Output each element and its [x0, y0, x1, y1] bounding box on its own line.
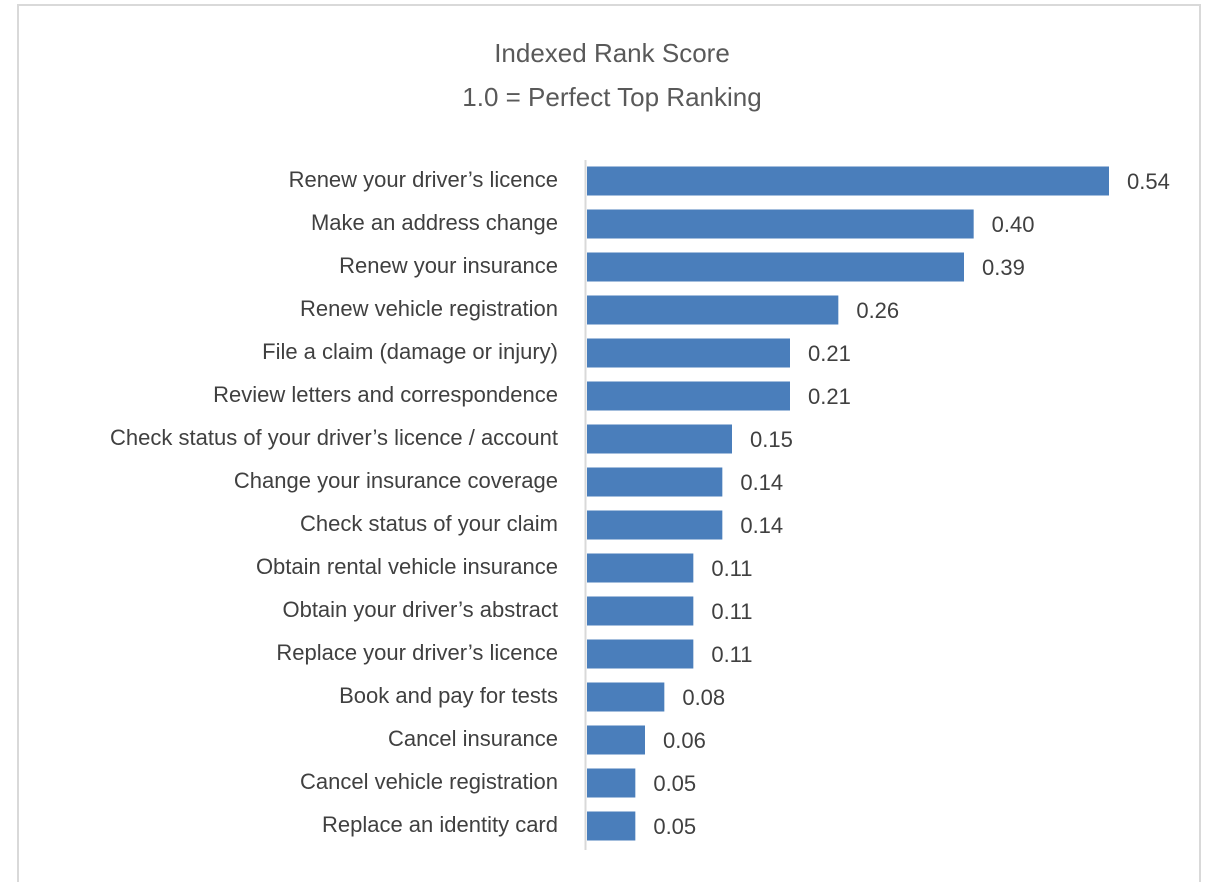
category-label: Renew your driver’s licence — [289, 167, 558, 192]
bar — [587, 209, 974, 239]
category-label: Renew vehicle registration — [300, 296, 558, 321]
value-label: 0.06 — [663, 728, 706, 753]
bar — [587, 725, 645, 755]
bar — [587, 639, 694, 669]
category-label: Book and pay for tests — [339, 683, 558, 708]
category-label: Cancel vehicle registration — [300, 769, 558, 794]
chart-title: Indexed Rank Score — [494, 38, 730, 68]
bar — [587, 295, 839, 325]
category-label: Make an address change — [311, 210, 558, 235]
chart-subtitle: 1.0 = Perfect Top Ranking — [462, 82, 761, 112]
bar — [587, 424, 732, 454]
value-label: 0.08 — [682, 685, 725, 710]
bar — [587, 338, 790, 368]
value-label: 0.21 — [808, 341, 851, 366]
category-label: Cancel insurance — [388, 726, 558, 751]
value-label: 0.11 — [711, 556, 752, 581]
value-label: 0.15 — [750, 427, 793, 452]
value-label: 0.05 — [653, 814, 696, 839]
value-label: 0.40 — [992, 212, 1035, 237]
category-label: Change your insurance coverage — [234, 468, 558, 493]
value-label: 0.05 — [653, 771, 696, 796]
bar — [587, 596, 694, 626]
category-label: Review letters and correspondence — [213, 382, 558, 407]
bar — [587, 553, 694, 583]
bar — [587, 467, 723, 497]
category-label: Renew your insurance — [339, 253, 558, 278]
value-label: 0.11 — [711, 642, 752, 667]
bar — [587, 381, 790, 411]
bar — [587, 510, 723, 540]
value-label: 0.14 — [740, 470, 783, 495]
category-label: Replace an identity card — [322, 812, 558, 837]
value-label: 0.54 — [1127, 169, 1170, 194]
bar — [587, 811, 636, 841]
value-label: 0.14 — [740, 513, 783, 538]
value-label: 0.11 — [711, 599, 752, 624]
value-label: 0.39 — [982, 255, 1025, 280]
category-label: Check status of your driver’s licence / … — [110, 425, 558, 450]
value-label: 0.26 — [856, 298, 899, 323]
bar — [587, 252, 964, 282]
value-label: 0.21 — [808, 384, 851, 409]
category-label: Obtain rental vehicle insurance — [256, 554, 558, 579]
category-label: Obtain your driver’s abstract — [282, 597, 558, 622]
category-label: Replace your driver’s licence — [276, 640, 558, 665]
bar — [587, 768, 636, 798]
category-label: File a claim (damage or injury) — [262, 339, 558, 364]
bar — [587, 166, 1109, 196]
bar — [587, 682, 665, 712]
category-label: Check status of your claim — [300, 511, 558, 536]
